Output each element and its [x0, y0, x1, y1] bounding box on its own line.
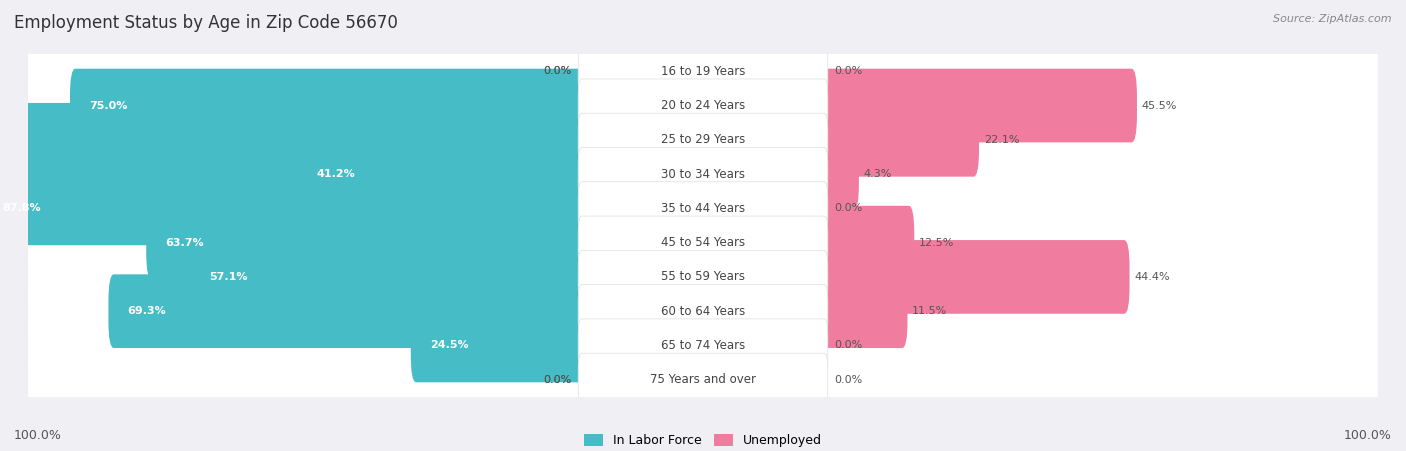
Text: 22.1%: 22.1% [984, 135, 1019, 145]
Text: 0.0%: 0.0% [543, 66, 571, 76]
FancyBboxPatch shape [578, 216, 828, 269]
FancyBboxPatch shape [146, 206, 586, 280]
Text: 100.0%: 100.0% [1344, 429, 1392, 442]
FancyBboxPatch shape [820, 240, 1129, 314]
Text: 0.0%: 0.0% [543, 375, 571, 385]
FancyBboxPatch shape [28, 178, 1378, 239]
FancyBboxPatch shape [578, 250, 828, 304]
FancyBboxPatch shape [820, 69, 1137, 143]
Text: 35 to 44 Years: 35 to 44 Years [661, 202, 745, 215]
FancyBboxPatch shape [28, 315, 1378, 376]
Legend: In Labor Force, Unemployed: In Labor Force, Unemployed [579, 429, 827, 451]
FancyBboxPatch shape [28, 109, 1378, 170]
FancyBboxPatch shape [28, 75, 1378, 136]
Text: 0.0%: 0.0% [835, 203, 863, 213]
FancyBboxPatch shape [108, 274, 586, 348]
Text: 16 to 19 Years: 16 to 19 Years [661, 65, 745, 78]
Text: 24.5%: 24.5% [430, 341, 468, 350]
Text: 0.0%: 0.0% [835, 66, 863, 76]
Text: 75 Years and over: 75 Years and over [650, 373, 756, 386]
Text: 41.2%: 41.2% [316, 169, 356, 179]
FancyBboxPatch shape [28, 143, 1378, 205]
FancyBboxPatch shape [578, 79, 828, 132]
Text: 45 to 54 Years: 45 to 54 Years [661, 236, 745, 249]
FancyBboxPatch shape [820, 274, 907, 348]
Text: 60 to 64 Years: 60 to 64 Years [661, 305, 745, 318]
Text: 57.1%: 57.1% [209, 272, 249, 282]
FancyBboxPatch shape [191, 240, 586, 314]
Text: 63.7%: 63.7% [165, 238, 204, 248]
Text: 25 to 29 Years: 25 to 29 Years [661, 133, 745, 146]
FancyBboxPatch shape [578, 113, 828, 166]
Text: 4.3%: 4.3% [863, 169, 891, 179]
FancyBboxPatch shape [298, 137, 586, 211]
FancyBboxPatch shape [70, 69, 586, 143]
FancyBboxPatch shape [0, 171, 586, 245]
FancyBboxPatch shape [578, 147, 828, 201]
FancyBboxPatch shape [820, 137, 859, 211]
Text: 75.0%: 75.0% [89, 101, 127, 110]
Text: 11.5%: 11.5% [912, 306, 948, 316]
FancyBboxPatch shape [578, 353, 828, 406]
Text: 30 to 34 Years: 30 to 34 Years [661, 168, 745, 180]
FancyBboxPatch shape [820, 206, 914, 280]
Text: 0.0%: 0.0% [543, 66, 571, 76]
FancyBboxPatch shape [28, 281, 1378, 342]
Text: 20 to 24 Years: 20 to 24 Years [661, 99, 745, 112]
FancyBboxPatch shape [28, 246, 1378, 308]
FancyBboxPatch shape [578, 319, 828, 372]
Text: 100.0%: 100.0% [14, 429, 62, 442]
Text: 44.4%: 44.4% [1135, 272, 1170, 282]
FancyBboxPatch shape [28, 349, 1378, 410]
FancyBboxPatch shape [28, 212, 1378, 273]
Text: 0.0%: 0.0% [835, 341, 863, 350]
Text: 55 to 59 Years: 55 to 59 Years [661, 271, 745, 283]
Text: 0.0%: 0.0% [835, 375, 863, 385]
FancyBboxPatch shape [0, 103, 586, 177]
FancyBboxPatch shape [411, 308, 586, 382]
Text: 87.8%: 87.8% [3, 203, 41, 213]
FancyBboxPatch shape [578, 182, 828, 235]
FancyBboxPatch shape [578, 285, 828, 338]
Text: 12.5%: 12.5% [920, 238, 955, 248]
Text: 65 to 74 Years: 65 to 74 Years [661, 339, 745, 352]
FancyBboxPatch shape [820, 103, 979, 177]
Text: 45.5%: 45.5% [1142, 101, 1177, 110]
Text: Source: ZipAtlas.com: Source: ZipAtlas.com [1274, 14, 1392, 23]
Text: 0.0%: 0.0% [543, 375, 571, 385]
FancyBboxPatch shape [28, 41, 1378, 102]
Text: 69.3%: 69.3% [128, 306, 166, 316]
Text: Employment Status by Age in Zip Code 56670: Employment Status by Age in Zip Code 566… [14, 14, 398, 32]
FancyBboxPatch shape [578, 45, 828, 98]
